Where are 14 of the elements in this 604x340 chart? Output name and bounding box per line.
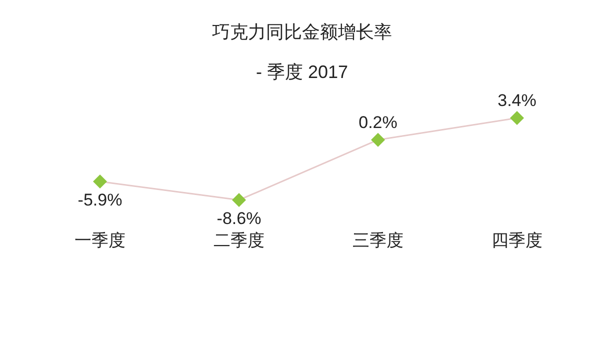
x-tick-label: 一季度 [74,231,126,250]
point [510,111,524,125]
point [93,174,107,189]
point [371,132,385,147]
x-tick-label: 二季度 [214,231,264,250]
data-label: 0.2% [358,112,398,132]
chart-subtitle: - 季度 2017 [256,62,348,82]
point [232,193,246,207]
data-label: -8.6% [216,209,262,228]
data-label: -5.9% [78,190,122,210]
x-tick-label: 三季度 [352,231,404,250]
x-tick-label: 四季度 [492,231,542,250]
data-label: 3.4% [498,91,536,110]
chart-title: 巧克力同比金额增长率 [212,22,392,42]
